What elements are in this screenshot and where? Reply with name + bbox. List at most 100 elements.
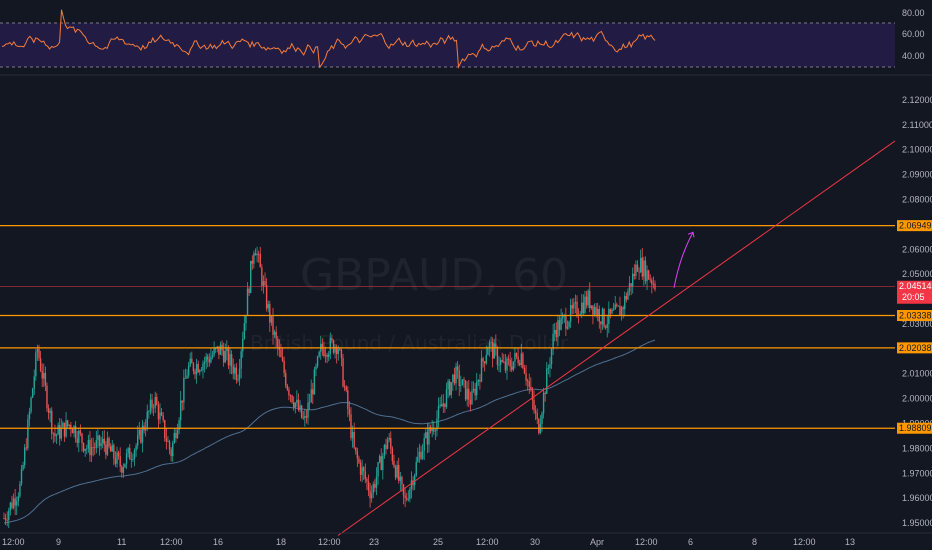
candle-body [232, 366, 234, 374]
candle-body [402, 484, 405, 496]
candle-body [144, 428, 147, 431]
candle-body [415, 461, 417, 476]
candle-body [358, 458, 360, 463]
candle-body [468, 388, 470, 400]
candle-body [460, 385, 462, 387]
time-axis[interactable]: 12:00 9 11 12:00 16 18 12:00 23 25 12:00… [0, 532, 932, 547]
candle-body [361, 467, 363, 475]
candle-body [396, 465, 398, 478]
candle-body [313, 369, 316, 395]
candle-body [132, 458, 134, 460]
candle-body [299, 405, 301, 411]
price-axis[interactable]: 2.12000 2.11000 2.10000 2.09000 2.08000 … [902, 95, 932, 528]
candle-body [503, 361, 505, 363]
candle-body [366, 478, 368, 482]
candle-body [464, 380, 467, 400]
candle-body [496, 348, 499, 365]
candle-body [506, 358, 508, 371]
candle-body [280, 349, 282, 358]
candle-body [283, 360, 285, 374]
candle-body [229, 354, 231, 366]
x-tick-label: 8 [752, 537, 757, 547]
pair-watermark: British Pound / Australian Dollar [250, 331, 569, 355]
candle-body [528, 381, 530, 387]
candle-body [569, 305, 572, 322]
candle-body [297, 399, 300, 411]
candle-body [119, 456, 121, 467]
candle-body [466, 388, 468, 400]
candle-body [265, 284, 268, 309]
candle-body [596, 308, 599, 315]
candle-body [246, 288, 249, 316]
candle-body [651, 280, 653, 285]
candle-body [277, 338, 279, 348]
candle-body [498, 364, 500, 366]
candle-body [525, 373, 527, 381]
candle-body [184, 377, 187, 379]
candle-body [71, 428, 74, 434]
candle-body [442, 403, 445, 407]
candle-body [646, 270, 648, 282]
candle-body [561, 315, 564, 318]
x-tick-label: 13 [845, 537, 855, 547]
candle-body [186, 375, 188, 379]
candle-body [9, 502, 12, 511]
symbol-watermark: GBPAUD, 60 [300, 250, 568, 301]
candle-body [307, 402, 309, 418]
candle-body [140, 429, 142, 443]
candle-body [243, 323, 246, 339]
candle-body [19, 483, 21, 497]
candle-body [493, 343, 495, 359]
candle-body [308, 402, 311, 404]
candle-body [109, 446, 112, 452]
horizontal-levels[interactable] [0, 224, 895, 429]
candle-body [582, 302, 585, 313]
candle-body [377, 462, 379, 477]
candle-body [495, 343, 497, 349]
candle-body [218, 346, 220, 355]
candle-body [619, 305, 621, 316]
candle-body [351, 431, 354, 439]
candle-body [501, 359, 503, 362]
candle-body [367, 481, 370, 491]
level-label: 2.06949 [899, 221, 932, 231]
candle-body [334, 346, 336, 353]
candle-body [404, 495, 406, 498]
candle-body [195, 364, 198, 375]
candle-body [431, 428, 433, 432]
candle-body [485, 355, 487, 364]
y-tick-label: 2.12000 [902, 95, 932, 105]
candle-body [522, 353, 524, 368]
candle-body [380, 456, 382, 471]
candle-body [530, 386, 532, 390]
candle-body [44, 372, 47, 386]
rsi-pane: 80.00 60.00 40.00 [0, 8, 925, 69]
candle-body [428, 427, 430, 445]
candle-body [546, 368, 548, 394]
candle-body [222, 350, 225, 363]
projection-arrow-head [687, 231, 695, 238]
candle-body [507, 358, 510, 361]
candle-body [194, 371, 196, 375]
x-tick-label: 12:00 [318, 537, 341, 547]
candle-body [541, 413, 543, 424]
candle-body [321, 343, 324, 350]
candle-body [612, 309, 615, 311]
candle-body [113, 445, 115, 459]
candle-body [89, 440, 91, 456]
candle-body [81, 433, 83, 444]
candle-body [635, 264, 637, 276]
candle-body [224, 351, 226, 363]
candle-body [581, 302, 583, 314]
candle-body [78, 430, 80, 443]
candle-body [382, 455, 384, 471]
candle-body [46, 385, 48, 409]
candle-body [94, 447, 96, 449]
candle-body [417, 456, 419, 462]
candle-body [399, 476, 402, 481]
trendline-group[interactable] [337, 140, 896, 536]
candle-body [151, 399, 153, 408]
x-tick-label: 6 [688, 537, 693, 547]
candle-body [176, 429, 179, 439]
